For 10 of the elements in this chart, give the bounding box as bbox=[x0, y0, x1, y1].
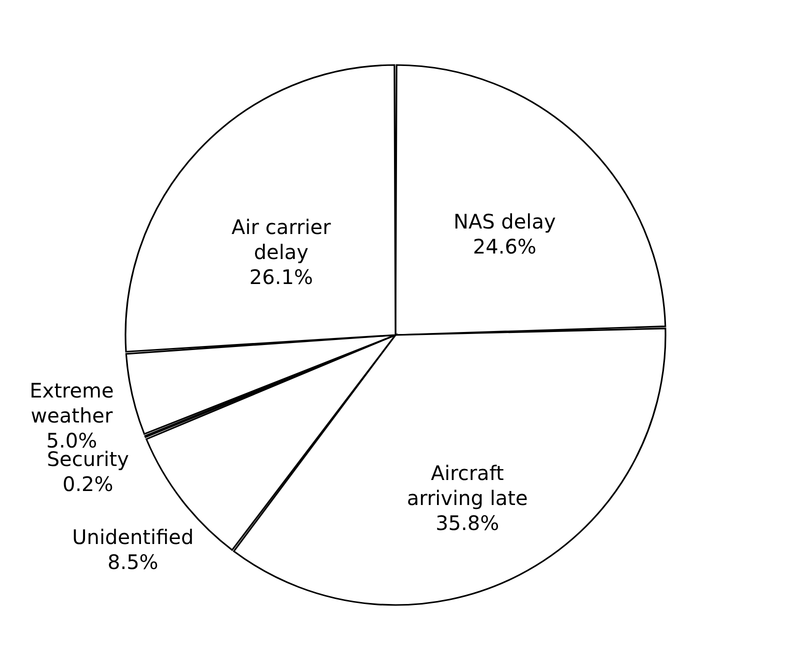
data-label: 0.2% bbox=[62, 472, 114, 496]
slice-label: Unidentified bbox=[72, 525, 194, 550]
data-label: 26.1% bbox=[249, 264, 313, 289]
slice-label: NAS delay bbox=[453, 210, 556, 234]
data-label: 24.6% bbox=[472, 234, 536, 259]
slice-label: Extreme weather bbox=[30, 378, 114, 428]
data-label: 35.8% bbox=[436, 511, 500, 536]
slice-label: Aircraft arriving late bbox=[406, 461, 528, 510]
data-label: 8.5% bbox=[107, 550, 158, 574]
slice-label: Air carrier delay bbox=[232, 214, 332, 264]
